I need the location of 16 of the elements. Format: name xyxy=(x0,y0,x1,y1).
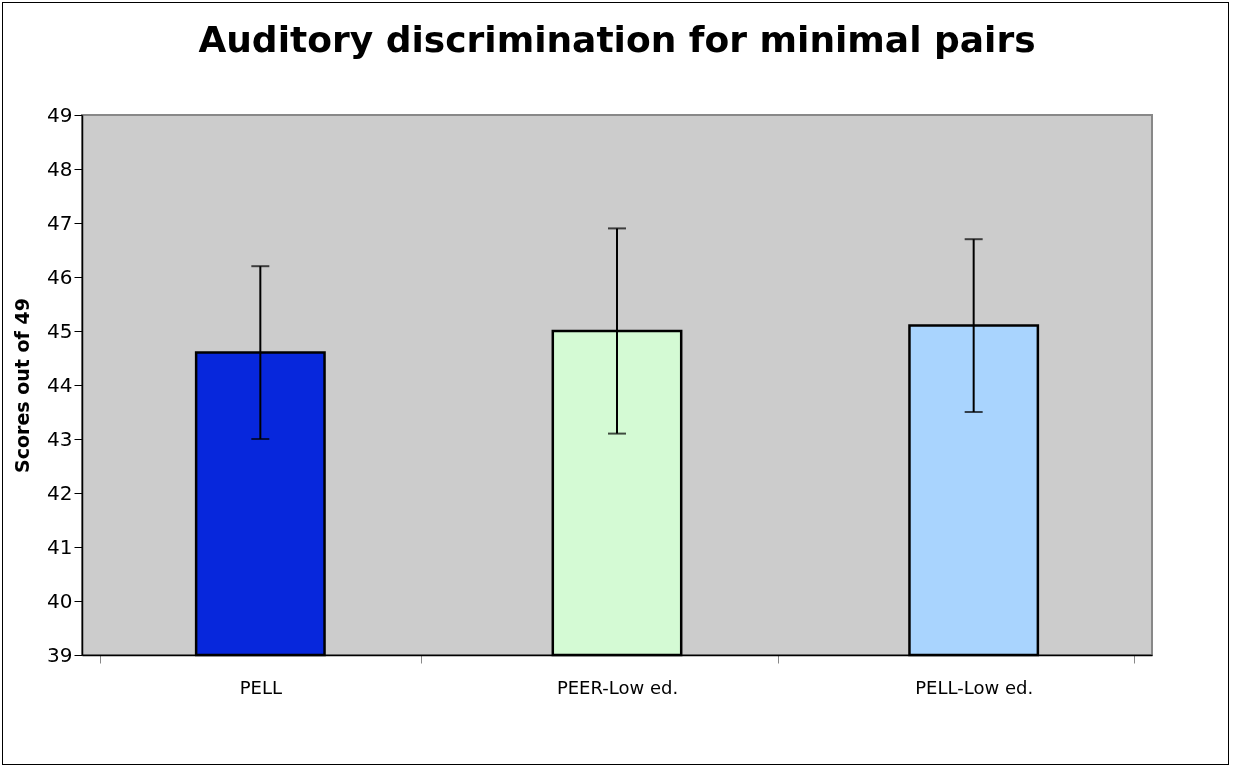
x-tick-label: PELL-Low ed. xyxy=(915,676,1034,698)
y-tick-label: 40 xyxy=(47,588,73,613)
y-tick-label: 41 xyxy=(47,534,73,559)
chart-title: Auditory discrimination for minimal pairs xyxy=(198,19,1036,60)
x-tick-label: PEER-Low ed. xyxy=(556,676,679,698)
x-tick-label: PELL xyxy=(239,676,282,698)
y-tick-label: 47 xyxy=(47,210,73,235)
y-tick-label: 43 xyxy=(47,426,73,451)
y-tick-label: 42 xyxy=(47,480,73,505)
y-tick-label: 39 xyxy=(47,642,73,667)
y-tick-label: 48 xyxy=(47,156,73,181)
y-tick-label: 49 xyxy=(47,102,73,127)
y-tick-label: 45 xyxy=(47,318,73,343)
y-axis-title: Scores out of 49 xyxy=(11,298,34,473)
y-tick-label: 46 xyxy=(47,264,73,289)
y-tick-label: 44 xyxy=(47,372,73,397)
